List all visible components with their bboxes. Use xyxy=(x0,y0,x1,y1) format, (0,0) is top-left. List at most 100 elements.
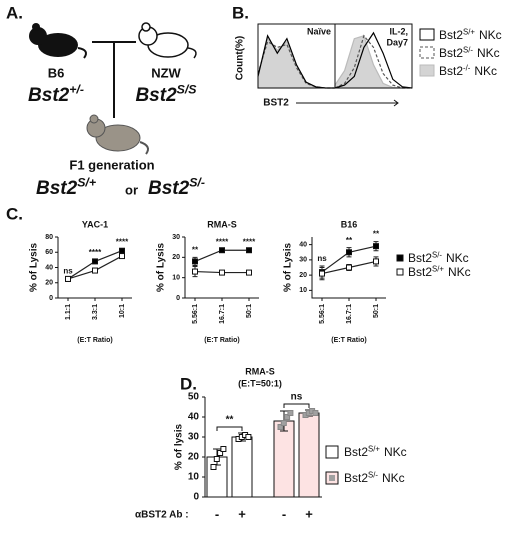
replicate-point xyxy=(213,456,220,462)
genotype-label: Bst2S/+ NKc xyxy=(344,445,407,460)
marker xyxy=(65,275,71,282)
genotype-label: Bst2S/- xyxy=(148,176,205,199)
genotype-label: Bst2S/+ NKc xyxy=(439,28,502,43)
chart-subtitle: (E:T=50:1) xyxy=(238,378,282,388)
suffix: NKc xyxy=(479,28,502,42)
x-tick-label: 16.7:1 xyxy=(219,304,226,324)
y-tick-label: 10 xyxy=(172,275,180,282)
gene: Bst2 xyxy=(408,251,432,265)
x-tick-label: 5.56:1 xyxy=(192,304,199,324)
bar xyxy=(231,436,253,498)
x-tick-label: - xyxy=(215,506,219,521)
genotype: +/- xyxy=(69,83,84,97)
significance: **** xyxy=(89,248,102,257)
legend-swatch xyxy=(419,28,435,41)
bar xyxy=(273,420,295,498)
x-arrow xyxy=(296,99,399,107)
x-tick-label: 3.3:1 xyxy=(92,304,99,320)
replicate-point xyxy=(217,450,224,456)
panel-letter: A. xyxy=(6,3,23,22)
marker xyxy=(246,247,252,254)
marker xyxy=(219,269,225,276)
x-tick-label: 1.1:1 xyxy=(65,304,72,320)
x-tick-label: 10:1 xyxy=(119,304,126,318)
gene: Bst2 xyxy=(135,85,177,106)
genotype-label: Bst2S/- NKc xyxy=(344,471,405,486)
marker xyxy=(346,249,352,256)
suffix: NKc xyxy=(382,471,405,485)
y-tick-label: 0 xyxy=(176,295,180,302)
significance: **** xyxy=(216,237,229,246)
legend-swatch xyxy=(396,268,404,276)
x-tick-label: - xyxy=(282,506,286,521)
significance: ns xyxy=(317,254,327,263)
panel-letter: D. xyxy=(180,374,197,393)
gene: Bst2 xyxy=(408,265,432,279)
genotype-label: Bst2+/- xyxy=(28,83,84,106)
suffix: NKc xyxy=(477,46,500,60)
genotype: S/- xyxy=(463,46,473,55)
x-tick-label: 5.56:1 xyxy=(319,304,326,324)
histogram-curve xyxy=(334,31,413,89)
gene: Bst2 xyxy=(28,85,70,106)
legend-swatch xyxy=(419,64,435,77)
condition-label: Day7 xyxy=(386,37,408,47)
significance: ** xyxy=(192,245,199,254)
legend-point xyxy=(329,475,335,481)
histogram-curve xyxy=(334,34,412,89)
mouse-grey xyxy=(86,114,149,155)
marker xyxy=(119,253,125,260)
y-axis-label: % of Lysis xyxy=(283,243,294,293)
gene: Bst2 xyxy=(148,178,190,199)
legend-swatch xyxy=(325,445,339,459)
replicate-point xyxy=(210,464,217,470)
x-tick-label: + xyxy=(238,506,246,521)
y-tick-label: 60 xyxy=(45,249,53,256)
significance-bracket xyxy=(283,403,310,408)
chart-title: RMA-S xyxy=(207,219,237,229)
x-tick-label: 50:1 xyxy=(373,304,380,318)
y-tick-label: 0 xyxy=(49,295,53,302)
y-tick-label: 80 xyxy=(45,234,53,241)
chart-title: YAC-1 xyxy=(82,219,108,229)
genotype-label: Bst2S/- NKc xyxy=(408,251,469,266)
significance: ** xyxy=(373,230,380,239)
gene: Bst2 xyxy=(344,445,368,459)
mouse-white xyxy=(138,22,197,59)
genotype-label: Bst2S/S xyxy=(135,83,197,106)
marker xyxy=(192,268,198,275)
mouse-black xyxy=(29,23,87,59)
gene: Bst2 xyxy=(344,471,368,485)
gene: Bst2 xyxy=(439,28,463,42)
genotype-label: Bst2S/- NKc xyxy=(439,46,500,61)
gene: Bst2 xyxy=(439,64,463,78)
significance: ** xyxy=(226,415,234,426)
suffix: NKc xyxy=(384,445,407,459)
legend-swatch xyxy=(419,46,435,59)
y-tick-label: 30 xyxy=(172,234,180,241)
offspring-label: F1 generation xyxy=(69,157,154,172)
suffix: NKc xyxy=(446,251,469,265)
marker xyxy=(319,270,325,277)
condition-label: IL-2, xyxy=(389,26,408,36)
cross-line xyxy=(92,41,136,118)
marker xyxy=(119,247,125,254)
significance: ns xyxy=(291,392,303,403)
y-axis-label: % of Lysis xyxy=(29,243,40,293)
marker xyxy=(373,258,379,265)
replicate-point xyxy=(284,414,291,420)
y-tick-label: 0 xyxy=(193,492,199,503)
suffix: NKc xyxy=(448,265,471,279)
marker xyxy=(346,264,352,271)
genotype-label: Bst2S/+ xyxy=(36,176,96,199)
panel-letter: C. xyxy=(6,204,23,223)
genotype: S/+ xyxy=(77,176,96,190)
genotype: S/+ xyxy=(368,445,380,454)
legend-swatch xyxy=(396,254,404,262)
condition-label: Naïve xyxy=(307,26,331,36)
marker xyxy=(92,258,98,265)
panel-letter: B. xyxy=(232,3,249,22)
replicate-point xyxy=(280,420,287,426)
